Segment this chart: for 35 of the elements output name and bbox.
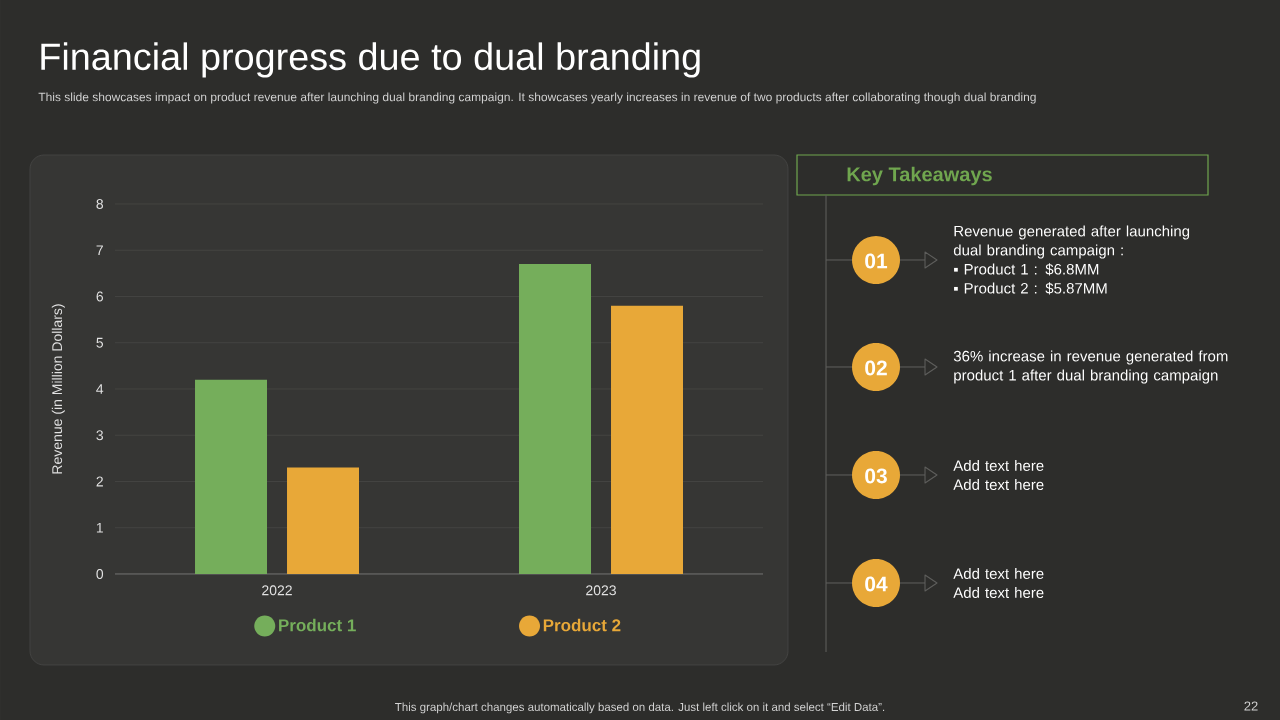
y-tick-label: 5: [96, 337, 104, 348]
text: 01: [865, 253, 888, 269]
bar: [287, 467, 360, 574]
text: This graph/chart changes automatically based on data. Just left click on it and select “Edit Data”.: [395, 702, 885, 714]
text: Add text here: [953, 587, 1044, 599]
text: 03: [865, 468, 887, 484]
text: 22: [1244, 701, 1258, 711]
text: 04: [865, 576, 888, 592]
y-tick-label: 6: [96, 291, 104, 302]
text: ▪ Product 2 : $5.87MM: [954, 282, 1107, 295]
x-tick-label: 2022: [262, 585, 292, 596]
text: 36% increase in revenue generated from product 1 after dual branding campaign: [953, 350, 1228, 384]
text: Add text here: [953, 567, 1044, 579]
y-tick-label: 4: [96, 384, 104, 394]
text: 02: [865, 360, 887, 376]
y-tick-label: 0: [96, 569, 104, 579]
bar: [195, 379, 268, 574]
chart-title: Financial progress due to dual branding: [41, 42, 700, 78]
text: Add text here: [953, 459, 1044, 471]
y-tick-label: 7: [96, 245, 103, 256]
y-tick-label: 1: [96, 522, 103, 533]
bar: [611, 305, 684, 574]
legend-label: Product 2: [543, 618, 621, 632]
legend-label: Product 1: [279, 618, 356, 632]
y-tick-label: 2: [96, 476, 103, 487]
bar: [519, 264, 592, 574]
x-tick-label: 2023: [586, 585, 616, 596]
y-tick-label: 8: [96, 199, 104, 209]
text: Add text here: [953, 479, 1044, 491]
y-axis-title: Revenue (in Million Dollars): [51, 304, 65, 474]
chart-subtitle: This slide showcases impact on product revenue after launching dual branding campaign. It showcases yearly increases in revenue of two products after collaborating though dual branding: [38, 92, 1036, 104]
text: Key Takeaways: [847, 166, 992, 186]
text: ▪ Product 1 : $6.8MM: [954, 263, 1099, 276]
y-tick-label: 3: [96, 430, 104, 441]
text: Revenue generated after launching dual branding campaign :: [953, 225, 1190, 259]
